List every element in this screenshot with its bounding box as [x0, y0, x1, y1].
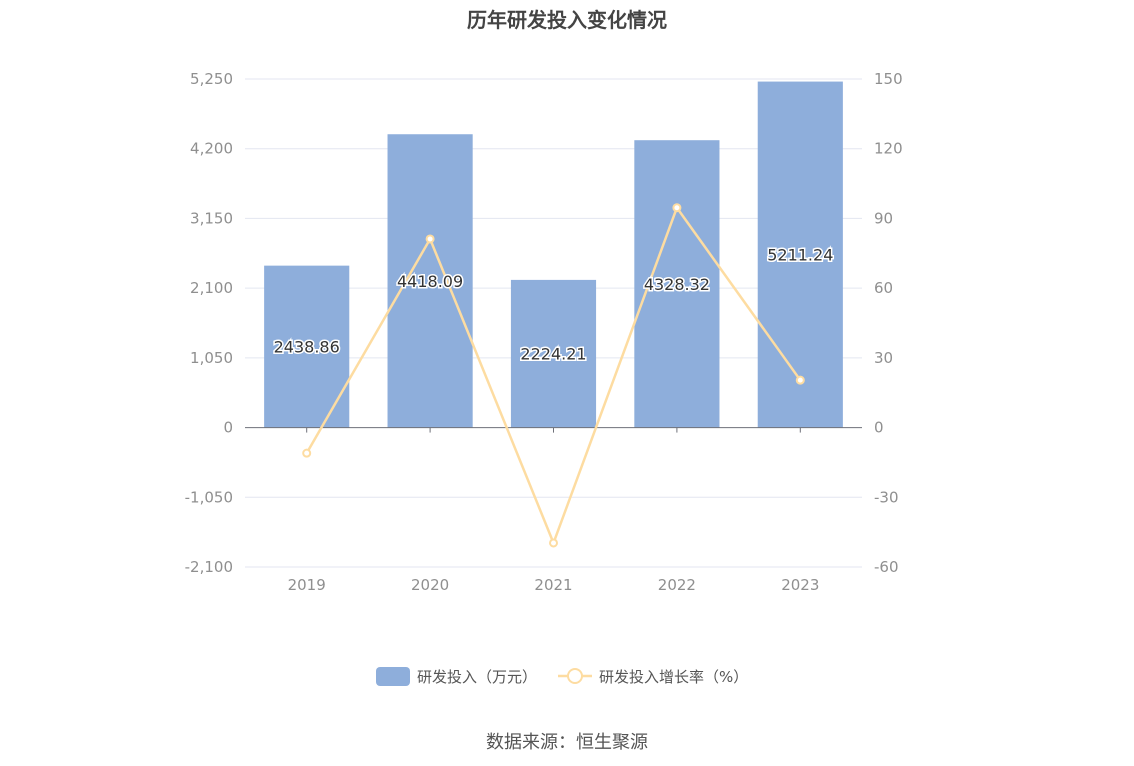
- y-left-tick-label: 3,150: [190, 209, 233, 227]
- y-right-tick-label: 120: [874, 140, 903, 158]
- bar: [510, 279, 597, 428]
- growth-point: [672, 203, 682, 213]
- bar: [387, 134, 473, 428]
- growth-point: [425, 234, 435, 244]
- y-left-tick-label: 4,200: [190, 140, 233, 158]
- y-left-tick-label: 5,250: [190, 70, 233, 88]
- growth-point: [302, 448, 312, 458]
- bar-data-label: 2224.21: [520, 345, 586, 364]
- growth-point: [549, 538, 558, 548]
- chart-title: 历年研发投入变化情况: [467, 8, 667, 32]
- legend-swatch-bar: [376, 667, 410, 686]
- x-tick-label: 2021: [534, 576, 572, 594]
- y-right-tick-label: 150: [874, 70, 903, 88]
- y-left-tick-label: 2,100: [190, 279, 233, 297]
- y-right-tick-label: -30: [874, 488, 899, 506]
- y-left-tick-label: -1,050: [185, 488, 233, 506]
- y-right-tick-label: 90: [874, 209, 893, 227]
- y-right-tick-label: 30: [874, 349, 893, 367]
- bar-data-label: 4418.09: [397, 272, 463, 291]
- bar-data-label: 4328.32: [644, 275, 710, 294]
- y-left-tick-label: -2,100: [185, 558, 233, 576]
- legend-label-bar: 研发投入（万元）: [417, 668, 537, 686]
- bar: [757, 81, 843, 428]
- bar: [264, 265, 350, 428]
- x-tick-label: 2020: [411, 576, 449, 594]
- x-tick-label: 2022: [658, 576, 696, 594]
- x-tick-label: 2023: [781, 576, 819, 594]
- growth-point: [795, 375, 805, 385]
- y-right-tick-label: 0: [874, 419, 884, 437]
- x-tick-label: 2019: [288, 576, 326, 594]
- legend-label-line: 研发投入增长率（%）: [599, 668, 748, 686]
- bar-data-label: 2438.86: [274, 338, 340, 357]
- y-left-tick-label: 1,050: [190, 349, 233, 367]
- y-left-tick-label: 0: [223, 419, 233, 437]
- y-right-tick-label: 60: [874, 279, 893, 297]
- data-source: 数据来源：恒生聚源: [486, 732, 648, 753]
- legend-swatch-marker: [567, 668, 583, 684]
- y-right-tick-label: -60: [874, 558, 899, 576]
- bar-data-label: 5211.24: [767, 246, 833, 265]
